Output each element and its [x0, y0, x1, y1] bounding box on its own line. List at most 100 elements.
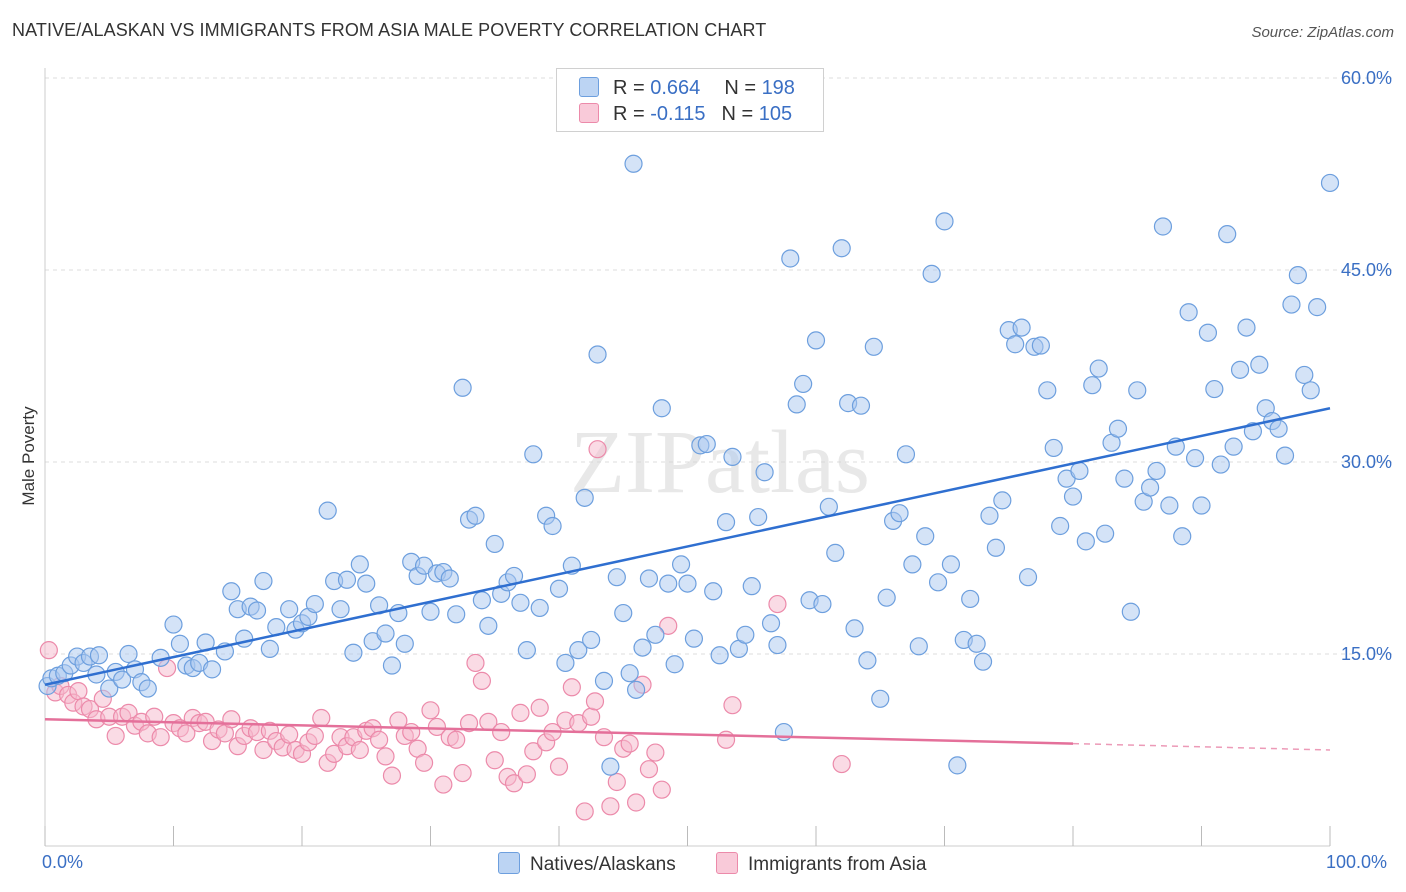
axes: [44, 68, 1331, 847]
natives-alaskans-point: [903, 555, 922, 574]
natives-alaskans-point: [280, 600, 299, 619]
immigrants-asia-point: [389, 711, 408, 730]
natives-alaskans-point: [1018, 568, 1038, 587]
immigrants-asia-point: [305, 726, 324, 746]
natives-alaskans-point: [761, 614, 781, 633]
immigrants-asia-point: [639, 760, 659, 779]
natives-alaskans-point: [395, 634, 414, 653]
natives-alaskans-point: [1192, 496, 1211, 515]
immigrants-trend-line: [44, 718, 1074, 745]
natives-alaskans-point: [1160, 496, 1179, 515]
natives-alaskans-point: [318, 501, 337, 520]
natives-alaskans-point: [755, 463, 774, 482]
natives-alaskans-point: [1108, 419, 1128, 438]
immigrants-asia-point: [254, 740, 273, 760]
natives-alaskans-point: [588, 345, 607, 364]
natives-alaskans-point: [421, 602, 440, 621]
natives-alaskans-point: [626, 680, 646, 699]
natives-alaskans-point: [305, 594, 324, 614]
immigrants-asia-point: [659, 616, 678, 635]
natives-alaskans-point: [967, 634, 986, 653]
x-axis-min-label: 0.0%: [42, 852, 84, 872]
natives-alaskans-point: [813, 594, 832, 614]
natives-alaskans-point: [806, 331, 826, 350]
natives-alaskans-point: [1320, 173, 1340, 193]
natives-alaskans-point: [787, 395, 806, 414]
natives-alaskans-point: [665, 655, 684, 674]
natives-alaskans-point: [742, 577, 761, 596]
natives-alaskans-point: [1115, 469, 1134, 488]
natives-alaskans-point: [382, 656, 402, 675]
immigrants-asia-point: [646, 743, 665, 762]
natives-alaskans-point: [222, 582, 241, 601]
natives-alaskans-point: [202, 660, 222, 679]
natives-alaskans-point: [1076, 532, 1095, 551]
legend: R = 0.664 N = 198 R = -0.115 N = 105: [556, 68, 824, 132]
natives-alaskans-point: [993, 491, 1012, 510]
immigrants-asia-point: [511, 703, 530, 722]
series-legend-natives[interactable]: Natives/Alaskans: [498, 852, 676, 876]
natives-alaskans-point: [1179, 303, 1198, 322]
natives-alaskans-point: [935, 212, 954, 231]
natives-alaskans-point: [697, 434, 716, 454]
natives-alaskans-point: [1070, 461, 1089, 481]
natives-alaskans-point: [1198, 323, 1218, 342]
immigrants-asia-point: [582, 707, 601, 726]
natives-alaskans-point: [794, 374, 813, 394]
natives-alaskans-point: [916, 527, 935, 546]
natives-alaskans-point: [1051, 516, 1070, 536]
natives-alaskans-point: [986, 538, 1006, 557]
y-tick-labels: 15.0% 30.0% 45.0% 60.0%: [1341, 68, 1392, 664]
natives-alaskans-point: [1308, 298, 1327, 317]
natives-alaskans-point: [164, 615, 183, 634]
y-tick-label: 60.0%: [1341, 68, 1392, 88]
immigrants-asia-point: [312, 708, 331, 728]
natives-alaskans-point: [684, 629, 704, 648]
natives-alaskans-point: [620, 664, 639, 683]
natives-alaskans-point: [376, 624, 395, 643]
immigrants-asia-point: [414, 753, 434, 772]
natives-alaskans-point: [1083, 376, 1102, 395]
legend-swatch-blue: [579, 77, 599, 97]
natives-alaskans-point: [961, 589, 980, 609]
legend-n-value: 198: [761, 77, 795, 99]
immigrants-asia-point: [620, 734, 639, 753]
natives-alaskans-point: [472, 591, 491, 610]
natives-alaskans-point: [909, 637, 928, 656]
natives-alaskans-point: [575, 488, 594, 507]
natives-alaskans-point: [466, 506, 485, 525]
natives-alaskans-point: [344, 643, 363, 662]
natives-alaskans-point: [851, 396, 871, 415]
immigrants-asia-point: [652, 780, 671, 799]
immigrants-asia-point: [716, 730, 736, 749]
immigrants-asia-point: [222, 710, 241, 729]
series-legend-immigrants[interactable]: Immigrants from Asia: [716, 852, 926, 876]
natives-alaskans-point: [517, 641, 536, 660]
natives-alaskans-point: [485, 534, 504, 554]
natives-alaskans-point: [1185, 449, 1205, 468]
natives-alaskans-point: [1250, 355, 1269, 374]
immigrants-asia-point: [601, 797, 620, 816]
immigrants-asia-point: [530, 698, 549, 717]
y-axis-label: Male Poverty: [19, 406, 38, 506]
natives-alaskans-point: [896, 445, 916, 464]
natives-alaskans-point: [1295, 365, 1314, 385]
immigrants-asia-point: [39, 641, 58, 660]
natives-alaskans-point: [845, 619, 864, 638]
legend-r-value: -0.115: [650, 103, 706, 125]
natives-alaskans-point: [235, 629, 254, 648]
legend-row-natives: R = 0.664 N = 198: [579, 77, 795, 99]
immigrants-asia-point: [524, 742, 543, 761]
natives-alaskans-point: [877, 588, 896, 607]
natives-alaskans-point: [1237, 318, 1256, 337]
natives-alaskans-point: [826, 543, 845, 562]
natives-alaskans-point: [646, 625, 665, 644]
immigrants-asia-point: [151, 728, 170, 747]
natives-alaskans-point: [736, 625, 755, 644]
natives-alaskans-point: [170, 634, 190, 653]
natives-alaskans-point: [440, 569, 459, 588]
natives-alaskans-point: [607, 568, 626, 587]
immigrants-asia-point: [447, 730, 466, 749]
trend-lines: [44, 407, 1331, 751]
